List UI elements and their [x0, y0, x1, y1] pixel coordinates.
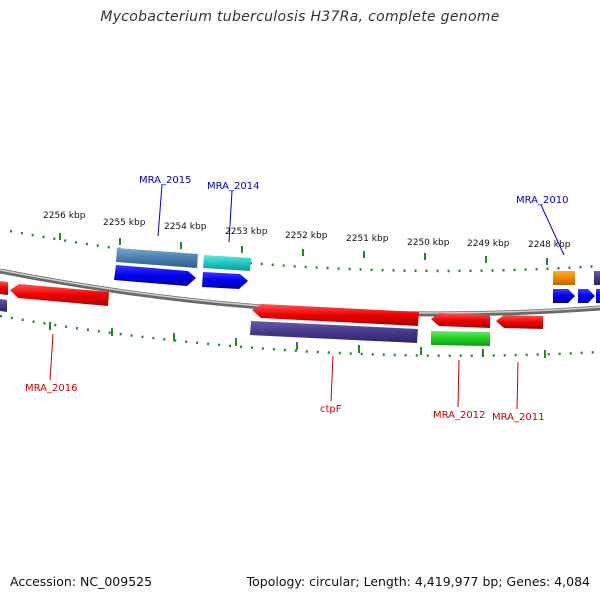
scale-label-2253: 2253 kbp	[225, 227, 268, 237]
leader-mra-2012	[457, 359, 460, 408]
gene-mra-2015-feature[interactable]	[116, 248, 198, 268]
top-scale-major-ticks	[59, 233, 548, 265]
scale-label-2250: 2250 kbp	[407, 238, 450, 248]
leader-ctpf	[330, 355, 334, 402]
gene-ctpf-feature[interactable]	[250, 321, 418, 343]
gene-mra-2010[interactable]	[553, 289, 575, 303]
reverse-genes	[0, 281, 543, 346]
topology-text: Topology: circular; Length: 4,419,977 bp…	[246, 574, 590, 589]
gene-mra-2014-feature[interactable]	[203, 255, 251, 271]
scale-label-2249: 2249 kbp	[467, 239, 510, 249]
scale-label-2254: 2254 kbp	[164, 222, 207, 232]
gene-mra-2015[interactable]	[114, 265, 196, 286]
leader-mra-2011	[516, 361, 519, 410]
gene-mra-2016[interactable]	[10, 284, 109, 306]
top-leaders	[157, 184, 565, 256]
forward-genes	[114, 248, 600, 303]
bottom-scale-ruler	[0, 314, 600, 358]
map-title: Mycobacterium tuberculosis H37Ra, comple…	[100, 9, 500, 25]
scale-label-2255: 2255 kbp	[103, 218, 146, 228]
gene-mra-2011[interactable]	[496, 315, 543, 329]
bottom-scale-major-ticks	[49, 322, 546, 358]
gene-edge-left-purple[interactable]	[0, 299, 7, 312]
gene-mra-2012[interactable]	[431, 313, 490, 328]
label-mra-2012[interactable]: MRA_2012	[433, 410, 485, 421]
scale-label-2252: 2252 kbp	[285, 231, 328, 241]
label-mra-2016[interactable]: MRA_2016	[25, 383, 77, 394]
label-ctpf[interactable]: ctpF	[320, 404, 342, 415]
gene-mra-2012-feature[interactable]	[431, 331, 490, 346]
label-mra-2010[interactable]: MRA_2010	[516, 195, 568, 206]
accession-text: Accession: NC_009525	[10, 574, 153, 589]
gene-mra-2014[interactable]	[202, 272, 248, 289]
label-mra-2011[interactable]: MRA_2011	[492, 412, 544, 423]
scale-labels: 2256 kbp 2255 kbp 2254 kbp 2253 kbp 2252…	[43, 211, 571, 250]
bottom-leaders	[49, 333, 519, 410]
leader-mra-2010	[540, 204, 565, 256]
gene-ctpf[interactable]	[252, 304, 419, 326]
gene-mra-2010-feature[interactable]	[553, 271, 575, 285]
label-mra-2014[interactable]: MRA_2014	[207, 181, 259, 192]
gene-next-a[interactable]	[578, 289, 595, 303]
gene-labels: MRA_2015 MRA_2014 MRA_2010 MRA_2016 ctpF…	[25, 175, 568, 423]
leader-mra-2014	[228, 190, 233, 243]
scale-label-2251: 2251 kbp	[346, 234, 389, 244]
gene-next-b[interactable]	[596, 289, 600, 303]
gene-edge-left[interactable]	[0, 281, 8, 295]
leader-mra-2015	[157, 184, 163, 237]
gene-next-c[interactable]	[594, 271, 600, 285]
leader-mra-2016	[49, 333, 54, 381]
label-mra-2015[interactable]: MRA_2015	[139, 175, 191, 186]
scale-label-2248: 2248 kbp	[528, 240, 571, 250]
scale-label-2256: 2256 kbp	[43, 211, 86, 221]
